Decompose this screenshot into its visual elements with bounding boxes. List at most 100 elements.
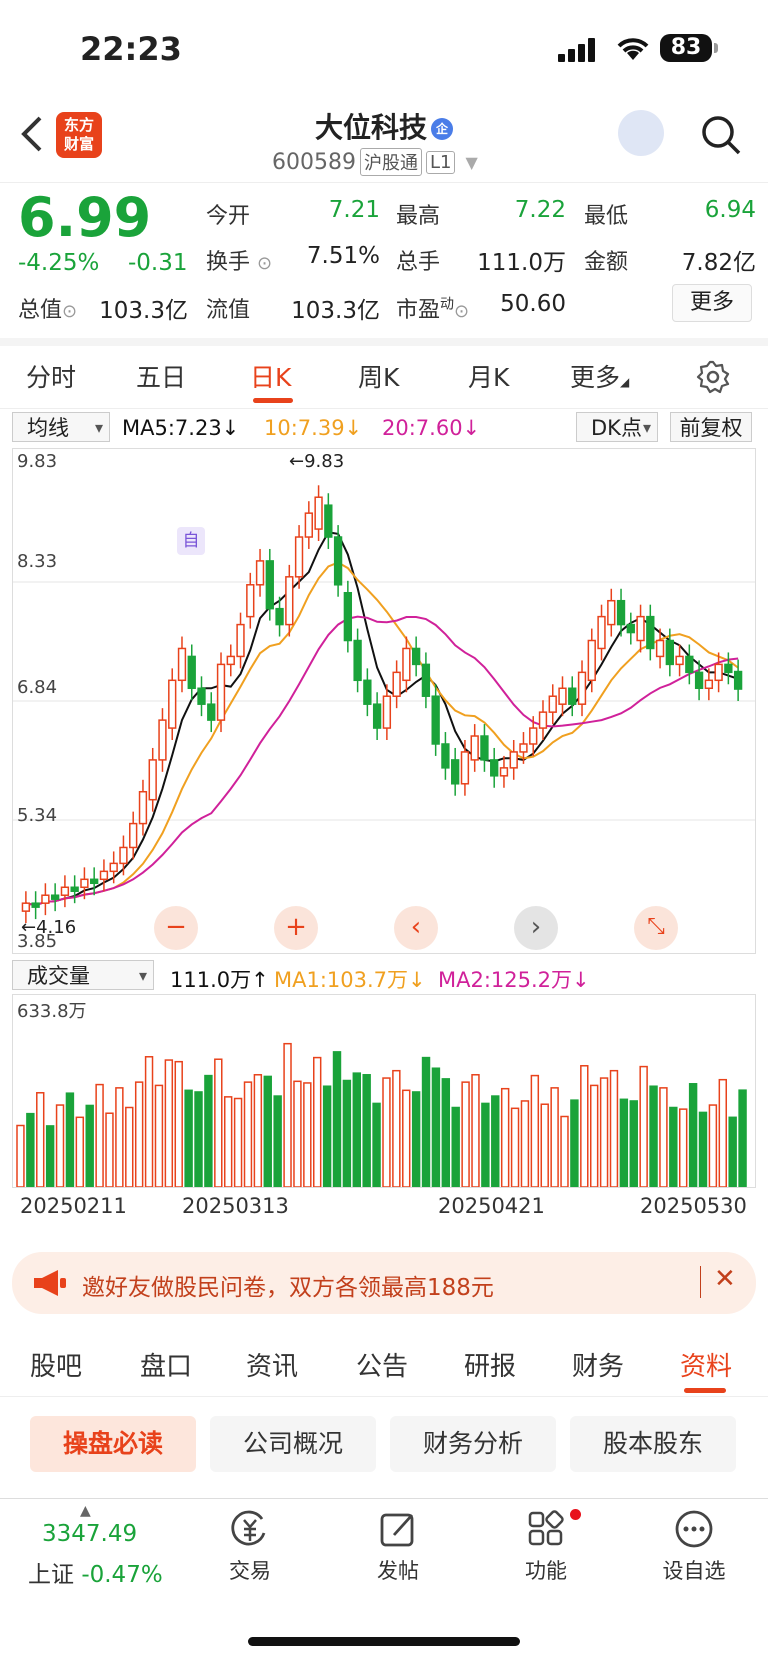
- chip-shareholders[interactable]: 股本股东: [570, 1416, 736, 1472]
- mktcap-label: 总值⊙: [18, 298, 78, 323]
- kline-svg: [13, 485, 755, 924]
- volume-bar: [75, 1116, 85, 1188]
- candle-body: [675, 655, 684, 666]
- scroll-right-button[interactable]: ›: [514, 906, 558, 950]
- candle-body: [499, 767, 509, 777]
- candle-body: [129, 822, 138, 849]
- candle-body: [480, 735, 489, 761]
- index-caret-icon: ▲: [80, 1503, 91, 1519]
- candle-body: [704, 679, 714, 690]
- megaphone-icon: [34, 1270, 66, 1296]
- candle-body: [587, 639, 596, 682]
- candle-body: [353, 639, 362, 682]
- tab-finance[interactable]: 财务: [572, 1352, 625, 1382]
- tab-more[interactable]: 更多◢: [570, 363, 630, 392]
- zoom-out-button[interactable]: −: [154, 906, 198, 950]
- volume-bar: [204, 1074, 213, 1188]
- candle-body: [226, 655, 235, 666]
- candle-body: [372, 703, 382, 729]
- volume-bar: [599, 1077, 609, 1188]
- level-tag: L1: [425, 150, 456, 174]
- nav-features[interactable]: 功能: [496, 1509, 596, 1585]
- candle-body: [382, 695, 392, 729]
- tab-weekly-k[interactable]: 周K: [358, 363, 400, 392]
- volume-bar: [570, 1099, 579, 1188]
- grid-icon: [528, 1510, 564, 1546]
- ma20-value: 20:7.60↓: [382, 416, 481, 440]
- status-time: 22:23: [80, 30, 182, 68]
- fullscreen-icon[interactable]: ⤡: [634, 906, 678, 950]
- nav-post[interactable]: 发帖: [348, 1509, 448, 1585]
- more-quote-button[interactable]: 更多: [672, 284, 752, 322]
- tab-five-day[interactable]: 五日: [136, 363, 187, 392]
- volume-bar: [322, 1085, 332, 1188]
- info-icon: ⊙: [454, 301, 470, 322]
- volume-bar: [362, 1074, 371, 1188]
- volume-selector[interactable]: 成交量: [12, 960, 154, 991]
- candle-body: [421, 663, 431, 697]
- candle-body: [646, 615, 655, 650]
- indicator-selector[interactable]: 均线: [12, 412, 110, 443]
- volume-bar: [342, 1079, 352, 1188]
- volume-chart[interactable]: 633.8万: [12, 994, 756, 1188]
- tab-daily-k[interactable]: 日K: [250, 363, 292, 392]
- tab-news[interactable]: 资讯: [246, 1352, 299, 1382]
- tab-intraday[interactable]: 分时: [26, 363, 77, 392]
- tab-monthly-k[interactable]: 月K: [468, 363, 510, 392]
- scroll-left-button[interactable]: ‹: [394, 906, 438, 950]
- close-icon[interactable]: ✕: [714, 1264, 736, 1294]
- chip-company-overview[interactable]: 公司概况: [210, 1416, 376, 1472]
- tab-research[interactable]: 研报: [464, 1352, 517, 1382]
- volume-bar: [253, 1074, 263, 1188]
- chip-trading-guide[interactable]: 操盘必读: [30, 1416, 196, 1472]
- kline-chart[interactable]: 9.83 8.33 6.84 5.34 3.85 ←9.83 ←4.16 自: [12, 448, 756, 954]
- volume-current: 111.0万↑: [170, 968, 269, 992]
- volume-bar: [728, 1116, 737, 1188]
- index-value[interactable]: 3347.49: [42, 1521, 138, 1547]
- more-circle-icon: [675, 1510, 713, 1548]
- search-icon[interactable]: [700, 114, 742, 156]
- zoom-in-button[interactable]: +: [274, 906, 318, 950]
- volume-bar: [560, 1115, 569, 1188]
- volume-bar: [154, 1084, 164, 1188]
- eastmoney-logo[interactable]: 东方 财富: [56, 112, 102, 158]
- chip-financial-analysis[interactable]: 财务分析: [390, 1416, 556, 1472]
- promo-banner[interactable]: 邀好友做股民问卷，双方各领最高188元 ✕: [12, 1252, 756, 1314]
- battery-icon: 83: [660, 34, 712, 62]
- volume-bar: [441, 1078, 451, 1188]
- tab-order-book[interactable]: 盘口: [140, 1352, 193, 1382]
- volume-bar: [243, 1081, 253, 1188]
- adjust-button[interactable]: 前复权: [670, 412, 752, 442]
- volume-bar: [451, 1106, 460, 1188]
- volume-bar: [293, 1080, 302, 1188]
- trade-icon: [231, 1510, 266, 1546]
- gear-icon[interactable]: [696, 360, 730, 394]
- volume-bar: [36, 1092, 45, 1188]
- stock-code-row[interactable]: 600589 沪股通 L1 ▼: [272, 148, 478, 176]
- tab-announcements[interactable]: 公告: [356, 1352, 409, 1382]
- quote-panel: 6.99 -4.25% -0.31 今开 7.21 最高 7.22 最低 6.9…: [0, 182, 768, 346]
- open-label: 今开: [206, 204, 251, 229]
- volume-bar: [550, 1087, 559, 1188]
- nav-add-watchlist[interactable]: 设自选: [644, 1509, 744, 1585]
- y-label-bottom: 3.85: [17, 931, 58, 952]
- assistant-robot-icon[interactable]: [618, 110, 664, 156]
- dk-point-selector[interactable]: DK点: [576, 412, 658, 443]
- volume-bar: [411, 1091, 421, 1188]
- back-arrow-icon[interactable]: [18, 114, 48, 154]
- candle-body: [568, 687, 577, 705]
- self-select-marker: 自: [177, 527, 205, 555]
- pe-value: 50.60: [500, 291, 566, 317]
- change-percent: -4.25%: [18, 250, 100, 276]
- index-row[interactable]: 上证 -0.47%: [28, 1562, 163, 1588]
- candle-body: [343, 591, 353, 642]
- candle-body: [519, 743, 528, 753]
- bottom-navigation: ▲ 3347.49 上证 -0.47% 交易 发帖 功能 设自选: [0, 1498, 768, 1664]
- volume-bar: [313, 1056, 322, 1188]
- volume-bar: [223, 1096, 233, 1188]
- volume-bar: [194, 1091, 203, 1188]
- tab-forum[interactable]: 股吧: [30, 1352, 83, 1382]
- nav-trade[interactable]: 交易: [200, 1509, 300, 1585]
- tab-profile[interactable]: 资料: [680, 1352, 733, 1382]
- volume-ma1: MA1:103.7万↓: [274, 968, 426, 992]
